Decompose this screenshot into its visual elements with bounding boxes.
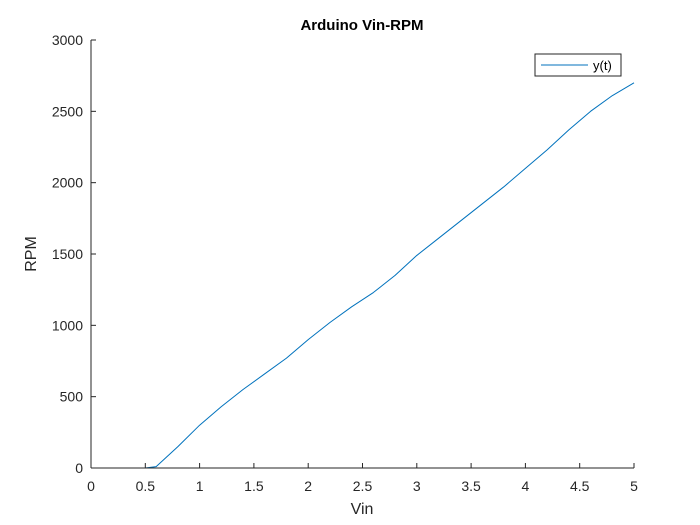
x-tick-label: 1 — [196, 478, 204, 494]
plot-area — [91, 40, 634, 468]
y-tick-label: 3000 — [52, 32, 83, 48]
y-tick-label: 500 — [60, 389, 84, 405]
x-axis-ticks: 0 0.5 1 1.5 2 2.5 3 3.5 4 4.5 5 — [87, 463, 638, 494]
legend: y(t) — [534, 53, 622, 77]
x-tick-label: 2 — [304, 478, 312, 494]
x-axis-label: Vin — [351, 501, 374, 518]
x-tick-label: 3.5 — [461, 478, 481, 494]
x-tick-label: 0.5 — [136, 478, 156, 494]
x-tick-label: 4.5 — [570, 478, 590, 494]
y-axis-label: RPM — [23, 236, 40, 272]
legend-label: y(t) — [593, 58, 612, 73]
series-line — [91, 82, 635, 469]
x-tick-label: 3 — [413, 478, 421, 494]
chart-title: Arduino Vin-RPM — [300, 17, 423, 34]
y-tick-label: 1500 — [52, 246, 83, 262]
x-tick-label: 4 — [522, 478, 530, 494]
series-layer — [91, 82, 635, 469]
x-tick-label: 2.5 — [353, 478, 373, 494]
x-tick-label: 1.5 — [244, 478, 264, 494]
y-tick-label: 2000 — [52, 175, 83, 191]
y-tick-label: 0 — [75, 460, 83, 476]
y-tick-label: 1000 — [52, 317, 83, 333]
y-axis-ticks: 0 500 1000 1500 2000 2500 3000 — [52, 32, 96, 476]
x-tick-label: 0 — [87, 478, 95, 494]
x-tick-label: 5 — [630, 478, 638, 494]
y-tick-label: 2500 — [52, 103, 83, 119]
